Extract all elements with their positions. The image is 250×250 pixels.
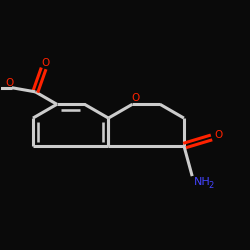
Text: O: O: [41, 58, 49, 68]
Text: NH: NH: [194, 177, 210, 187]
Text: O: O: [6, 78, 14, 88]
Text: O: O: [132, 93, 140, 103]
Text: O: O: [214, 130, 222, 140]
Text: 2: 2: [208, 181, 213, 190]
